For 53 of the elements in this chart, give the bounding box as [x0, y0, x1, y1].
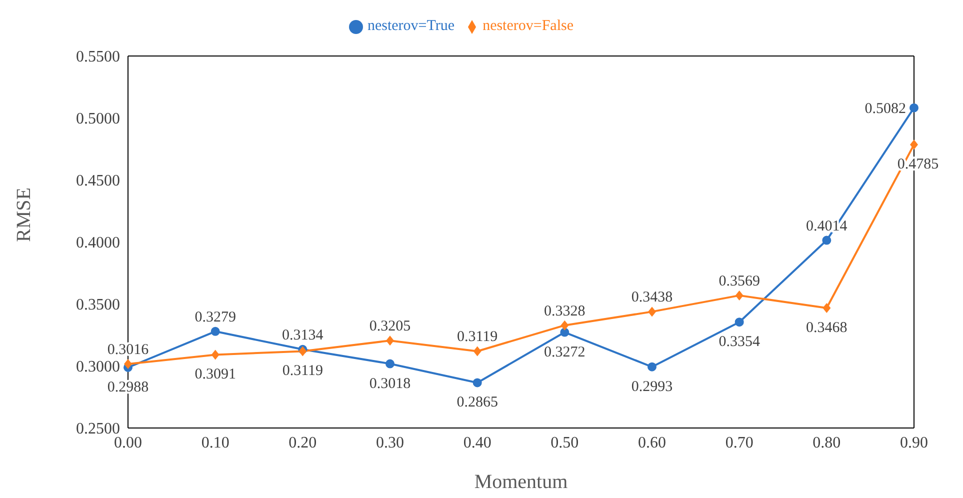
x-tick-label: 0.40	[463, 434, 492, 452]
x-tick-label: 0.30	[376, 434, 404, 452]
legend-label: nesterov=False	[482, 18, 574, 34]
point	[210, 326, 220, 336]
point	[560, 320, 569, 330]
point	[734, 318, 744, 327]
data-label: 0.3328	[544, 303, 586, 320]
x-tick-label: 0.20	[288, 434, 317, 452]
y-tick-label: 0.3500	[76, 296, 120, 314]
point	[648, 362, 656, 372]
point	[735, 290, 744, 300]
x-tick-label: 0.60	[638, 434, 666, 452]
data-label: 0.3119	[282, 363, 324, 380]
y-tick-label: 0.4000	[76, 234, 120, 252]
legend-label: nesterov=True	[367, 18, 455, 34]
point	[560, 328, 570, 337]
data-label: 0.3272	[544, 344, 586, 360]
data-label: 0.2993	[631, 378, 673, 395]
point	[298, 346, 307, 356]
point	[910, 140, 918, 150]
data-label: 0.3354	[718, 334, 760, 350]
data-label: 0.3569	[718, 273, 760, 290]
y-axis-title: RMSE	[13, 188, 36, 242]
point	[211, 350, 220, 360]
data-label: 0.3279	[194, 309, 236, 326]
point	[822, 302, 831, 313]
data-label: 0.2865	[456, 394, 498, 411]
x-axis-title: Momentum	[474, 471, 568, 493]
y-tick-label: 0.4500	[76, 172, 120, 190]
data-label: 0.3468	[806, 320, 848, 336]
point	[473, 346, 482, 356]
data-label: 0.3134	[282, 327, 324, 344]
point	[386, 336, 394, 346]
data-label: 0.3205	[369, 318, 411, 335]
point	[124, 359, 132, 370]
point	[822, 236, 832, 245]
x-tick-label: 0.90	[900, 434, 928, 452]
y-tick-label: 0.5000	[76, 110, 120, 128]
y-tick-label: 0.3000	[76, 358, 120, 376]
y-tick-label: 0.5500	[76, 48, 120, 66]
point	[472, 378, 482, 388]
x-tick-label: 0.10	[201, 434, 230, 452]
point	[386, 359, 394, 368]
data-label: 0.5082	[864, 100, 906, 117]
x-tick-label: 0.80	[812, 434, 841, 452]
data-label: 0.3438	[631, 290, 673, 306]
data-label: 0.3018	[369, 376, 411, 392]
point	[910, 103, 918, 112]
x-tick-label: 0.50	[550, 434, 579, 452]
x-tick-label: 0.70	[725, 434, 754, 452]
point	[648, 306, 656, 317]
data-label: 0.3119	[456, 329, 498, 346]
data-label: 0.3091	[194, 366, 236, 383]
